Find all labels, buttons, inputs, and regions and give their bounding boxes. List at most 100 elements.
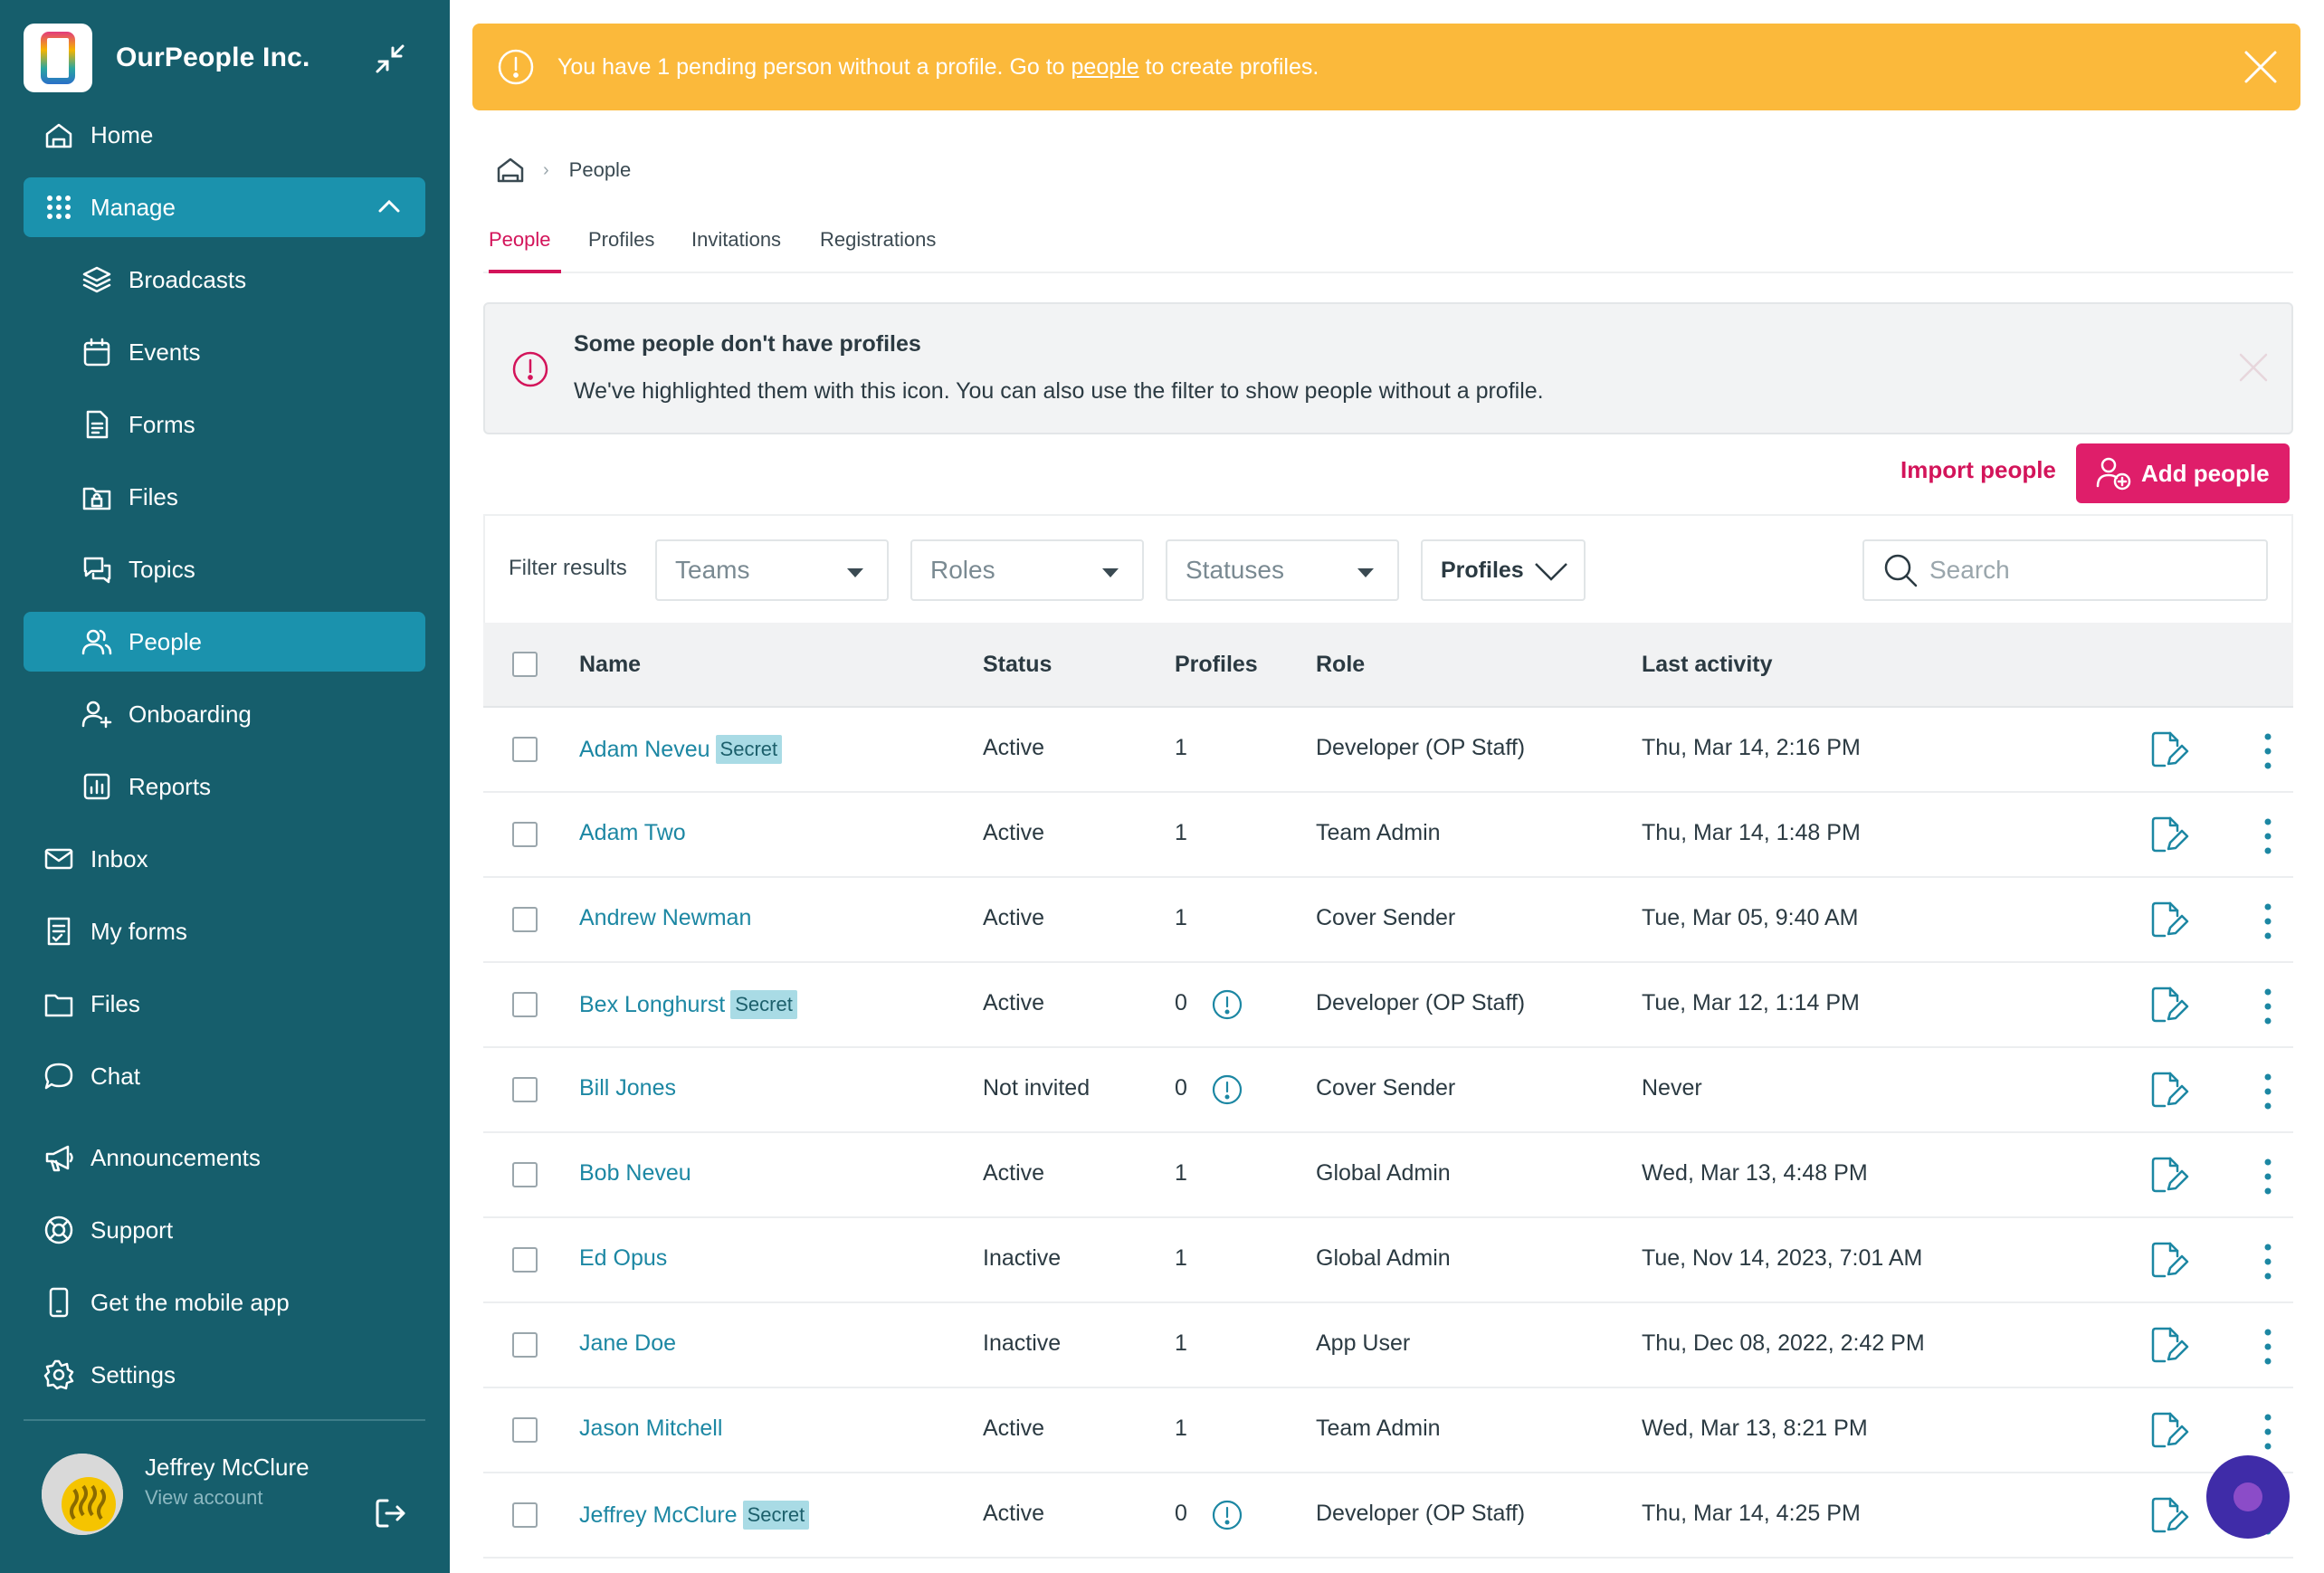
- person-name-link[interactable]: Ed Opus: [579, 1245, 668, 1271]
- mail-icon: [40, 840, 78, 878]
- search-input[interactable]: [1929, 556, 2255, 585]
- search-box[interactable]: [1862, 539, 2268, 601]
- profiles-count: 1: [1175, 1160, 1187, 1186]
- home-icon[interactable]: [494, 154, 527, 186]
- close-icon[interactable]: [2241, 47, 2281, 87]
- profiles-dropdown[interactable]: Profiles: [1421, 539, 1586, 601]
- org-header[interactable]: OurPeople Inc.: [24, 24, 422, 92]
- add-people-label: Add people: [2141, 459, 2270, 487]
- more-options-icon[interactable]: [2259, 731, 2277, 771]
- sidebar-item-chat[interactable]: Chat: [24, 1046, 425, 1106]
- edit-icon[interactable]: [2147, 1493, 2190, 1537]
- edit-icon[interactable]: [2147, 983, 2190, 1026]
- more-options-icon[interactable]: [2259, 1157, 2277, 1196]
- row-checkbox[interactable]: [512, 992, 538, 1017]
- edit-icon[interactable]: [2147, 898, 2190, 941]
- more-options-icon[interactable]: [2259, 987, 2277, 1026]
- row-checkbox[interactable]: [512, 907, 538, 932]
- org-name: OurPeople Inc.: [116, 43, 310, 72]
- sidebar-item-home[interactable]: Home: [24, 105, 425, 165]
- person-name-link[interactable]: Jason Mitchell: [579, 1416, 723, 1441]
- row-checkbox[interactable]: [512, 1332, 538, 1358]
- warning-icon: [498, 49, 534, 85]
- edit-icon[interactable]: [2147, 728, 2190, 771]
- person-name-link[interactable]: Jane Doe: [579, 1330, 677, 1356]
- collapse-sidebar-icon[interactable]: [367, 36, 413, 81]
- edit-icon[interactable]: [2147, 1408, 2190, 1452]
- status-cell: Active: [983, 735, 1045, 760]
- chat-launcher-button[interactable]: [2206, 1455, 2290, 1539]
- edit-icon[interactable]: [2147, 1238, 2190, 1282]
- sidebar-item-files[interactable]: Files: [24, 467, 425, 527]
- row-checkbox[interactable]: [512, 1162, 538, 1187]
- sidebar-item-announcements[interactable]: Announcements: [24, 1128, 425, 1187]
- more-options-icon[interactable]: [2259, 816, 2277, 856]
- more-options-icon[interactable]: [2259, 901, 2277, 941]
- role-cell: Team Admin: [1316, 1416, 1441, 1441]
- filter-bar: Filter results Teams Roles Statuses Prof…: [483, 514, 2293, 624]
- row-checkbox[interactable]: [512, 1077, 538, 1102]
- add-people-button[interactable]: Add people: [2076, 443, 2290, 503]
- tab-people[interactable]: People: [489, 228, 561, 273]
- sidebar-item-onboarding[interactable]: Onboarding: [24, 684, 425, 744]
- col-profiles[interactable]: Profiles: [1175, 652, 1258, 677]
- avatar[interactable]: [42, 1454, 123, 1535]
- roles-dropdown[interactable]: Roles: [910, 539, 1144, 601]
- col-name[interactable]: Name: [579, 652, 642, 677]
- person-name-link[interactable]: Adam Neveu: [579, 737, 710, 762]
- sidebar-item-my-forms[interactable]: My forms: [24, 901, 425, 961]
- more-options-icon[interactable]: [2259, 1242, 2277, 1282]
- row-checkbox[interactable]: [512, 737, 538, 762]
- sidebar-item-broadcasts[interactable]: Broadcasts: [24, 250, 425, 310]
- person-name-link[interactable]: Andrew Newman: [579, 905, 752, 930]
- person-name-link[interactable]: Bex Longhurst: [579, 992, 726, 1017]
- sidebar-item-events[interactable]: Events: [24, 322, 425, 382]
- edit-icon[interactable]: [2147, 813, 2190, 856]
- more-options-icon[interactable]: [2259, 1412, 2277, 1452]
- sidebar-item-get-the-mobile-app[interactable]: Get the mobile app: [24, 1273, 425, 1332]
- row-checkbox[interactable]: [512, 1247, 538, 1273]
- grid-icon: [40, 188, 78, 226]
- tab-registrations[interactable]: Registrations: [820, 228, 937, 251]
- megaphone-icon: [40, 1139, 78, 1177]
- tab-invitations[interactable]: Invitations: [691, 228, 782, 251]
- tab-profiles[interactable]: Profiles: [588, 228, 655, 251]
- sidebar-item-people[interactable]: People: [24, 612, 425, 672]
- sidebar-item-manage[interactable]: Manage: [24, 177, 425, 237]
- more-options-icon[interactable]: [2259, 1327, 2277, 1367]
- statuses-dropdown[interactable]: Statuses: [1166, 539, 1399, 601]
- teams-dropdown[interactable]: Teams: [655, 539, 889, 601]
- person-name-link[interactable]: Jeffrey McClure: [579, 1502, 738, 1528]
- sidebar-item-files[interactable]: Files: [24, 974, 425, 1034]
- import-people-link[interactable]: Import people: [1900, 456, 2056, 483]
- sidebar-item-support[interactable]: Support: [24, 1200, 425, 1260]
- edit-icon[interactable]: [2147, 1153, 2190, 1196]
- banner-people-link[interactable]: people: [1071, 53, 1139, 80]
- roles-dropdown-label: Roles: [930, 556, 995, 584]
- col-role[interactable]: Role: [1316, 652, 1366, 677]
- view-account-link[interactable]: View account: [145, 1486, 263, 1509]
- close-icon[interactable]: [2235, 349, 2272, 386]
- sidebar-item-inbox[interactable]: Inbox: [24, 829, 425, 889]
- sidebar-item-label: Broadcasts: [129, 265, 247, 293]
- person-name-link[interactable]: Bill Jones: [579, 1075, 676, 1101]
- chevron-up-icon[interactable]: [376, 195, 402, 217]
- sidebar-item-forms[interactable]: Forms: [24, 395, 425, 454]
- person-name-link[interactable]: Adam Two: [579, 820, 686, 845]
- logout-icon[interactable]: [371, 1493, 411, 1533]
- row-checkbox[interactable]: [512, 822, 538, 847]
- chat-icon: [40, 1057, 78, 1095]
- table-row: Adam Two Active 1 Team Admin Thu, Mar 14, 1:…: [483, 793, 2293, 878]
- edit-icon[interactable]: [2147, 1068, 2190, 1111]
- sidebar-item-topics[interactable]: Topics: [24, 539, 425, 599]
- sidebar-item-settings[interactable]: Settings: [24, 1345, 425, 1405]
- col-last-activity[interactable]: Last activity: [1642, 652, 1773, 677]
- row-checkbox[interactable]: [512, 1502, 538, 1528]
- row-checkbox[interactable]: [512, 1417, 538, 1443]
- select-all-checkbox[interactable]: [512, 652, 538, 677]
- more-options-icon[interactable]: [2259, 1072, 2277, 1111]
- edit-icon[interactable]: [2147, 1323, 2190, 1367]
- sidebar-item-reports[interactable]: Reports: [24, 757, 425, 816]
- person-name-link[interactable]: Bob Neveu: [579, 1160, 691, 1186]
- col-status[interactable]: Status: [983, 652, 1052, 677]
